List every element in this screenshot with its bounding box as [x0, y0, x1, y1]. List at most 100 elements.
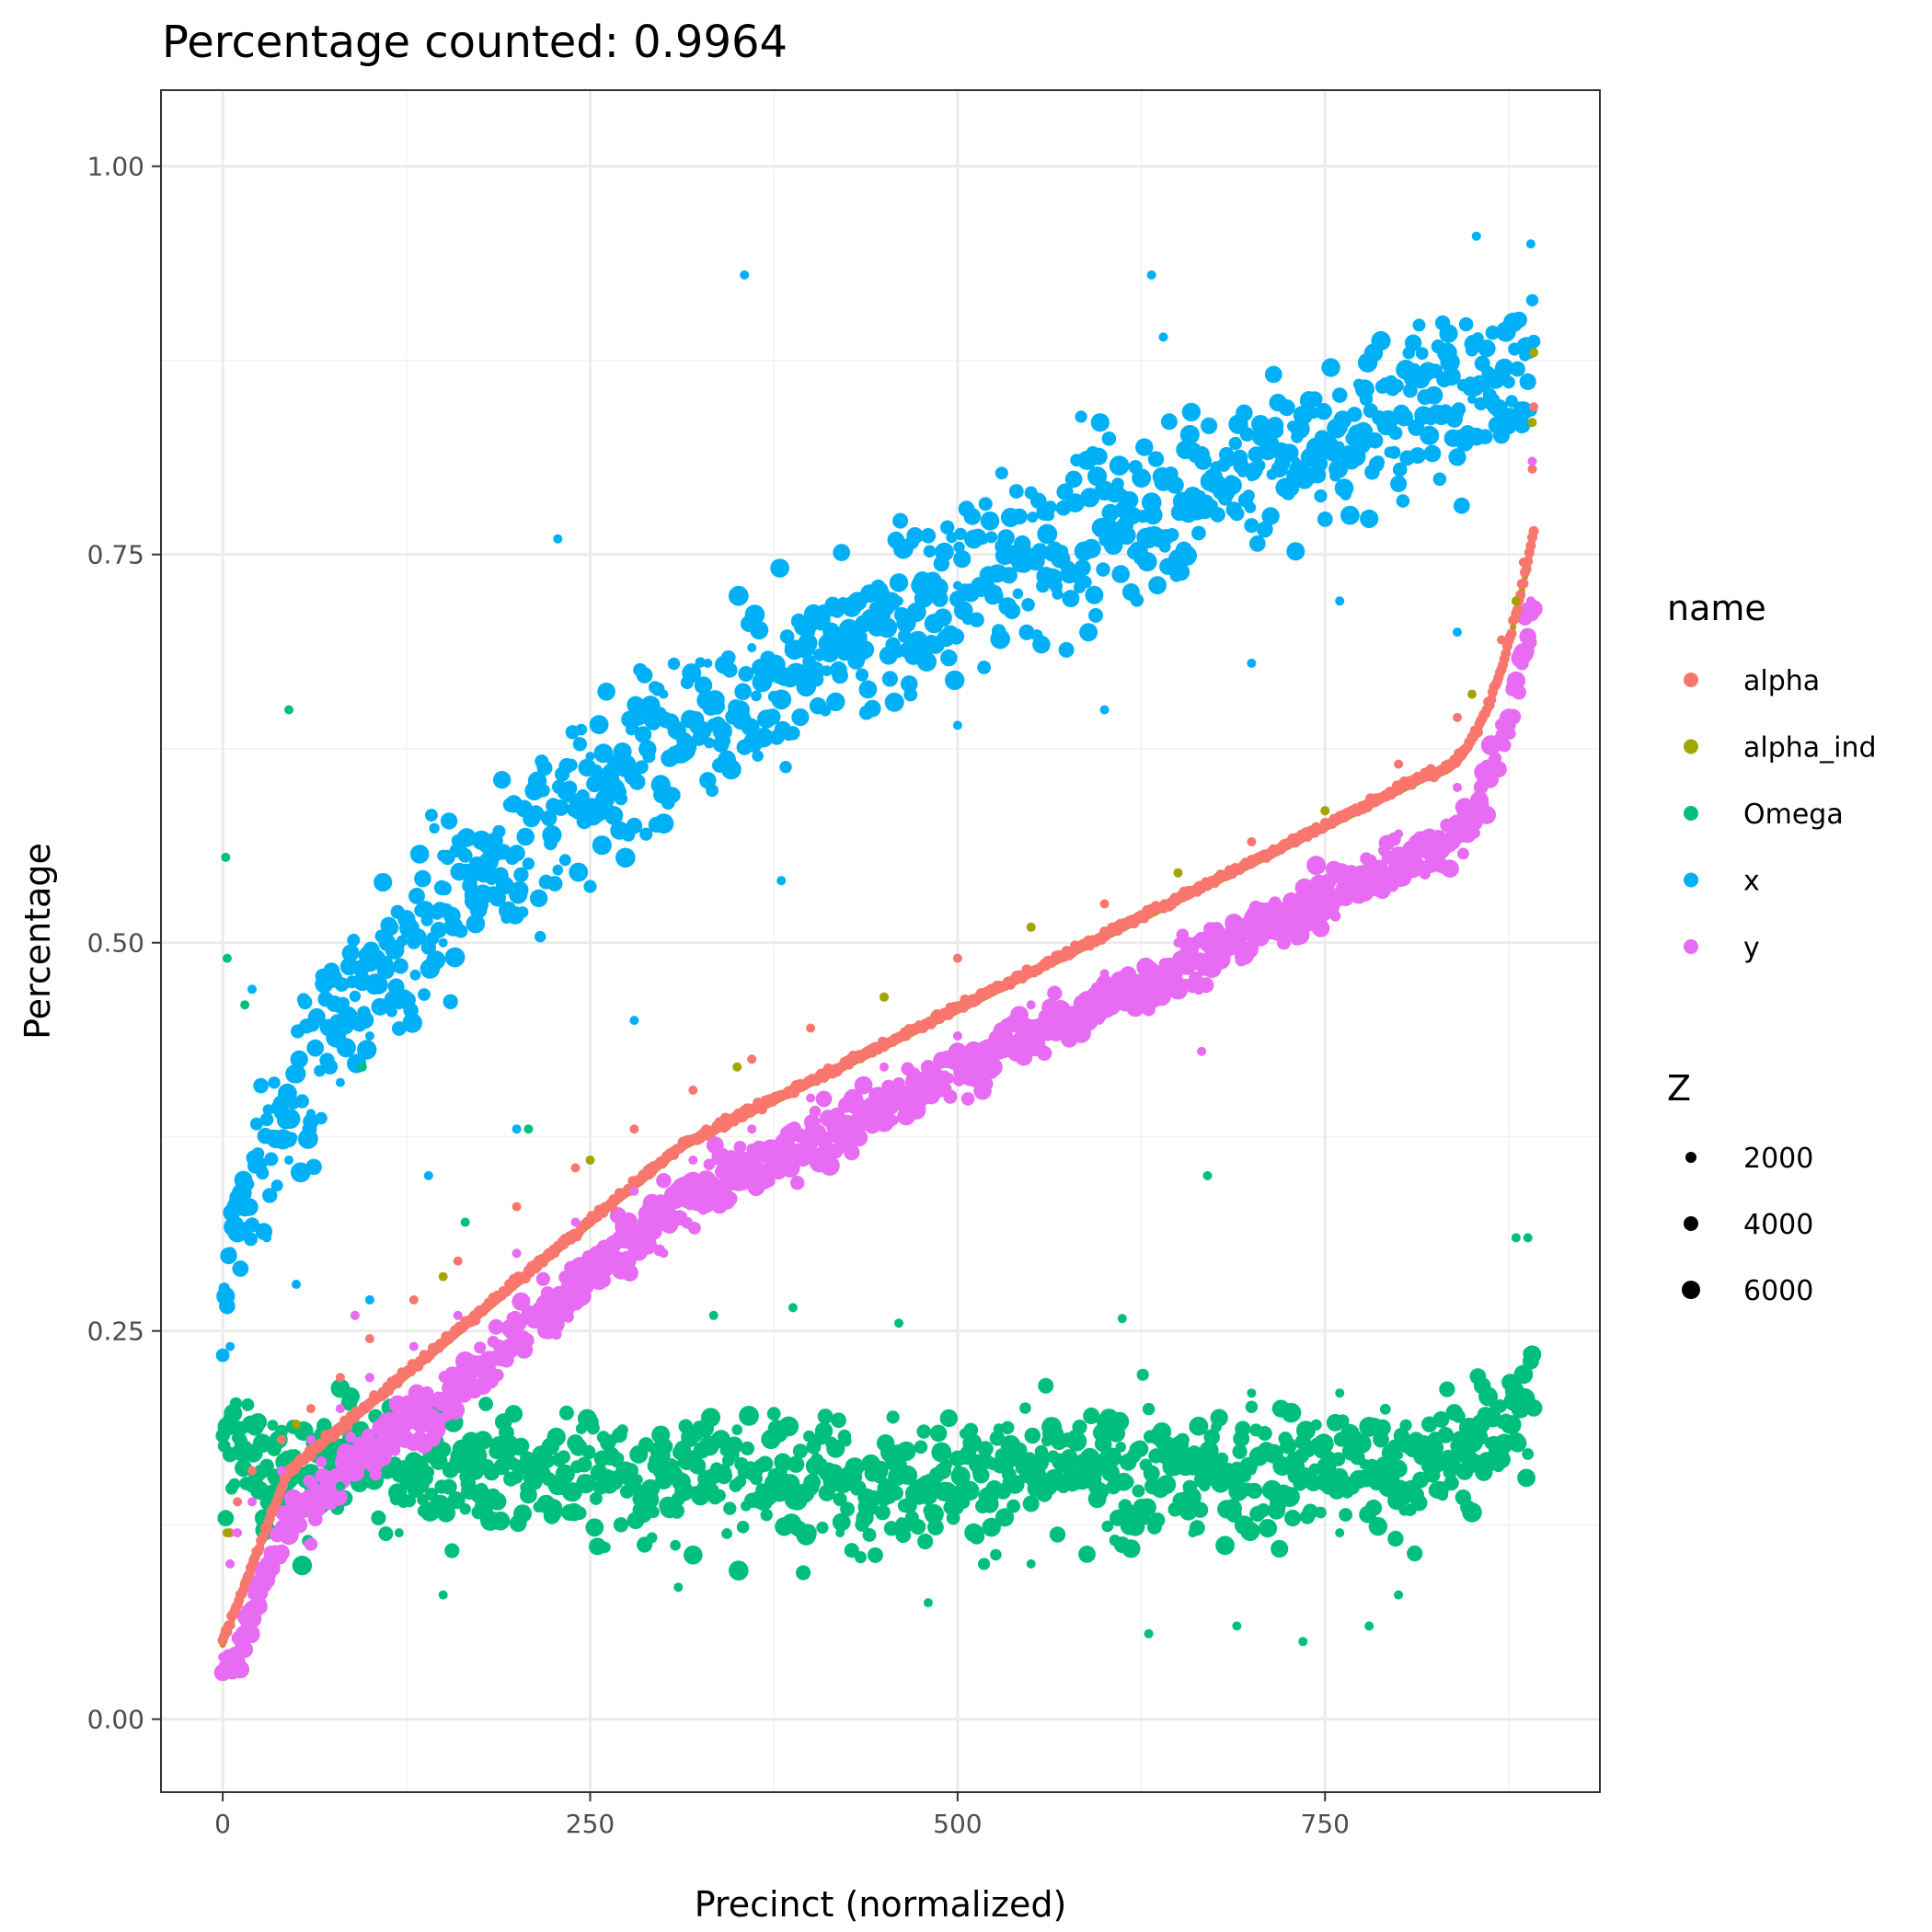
- point-alpha: [1247, 837, 1257, 846]
- point-x: [268, 1076, 281, 1089]
- point-x: [636, 667, 653, 684]
- point-y: [703, 1158, 716, 1170]
- point-y: [659, 1248, 669, 1259]
- point-omega: [441, 1478, 457, 1495]
- point-omega: [335, 1481, 345, 1491]
- point-y: [535, 1271, 551, 1286]
- point-y: [854, 1075, 873, 1095]
- legend-key-alpha: [1684, 673, 1698, 687]
- point-alpha-ind: [1511, 596, 1521, 606]
- point-x: [1158, 332, 1168, 342]
- point-omega: [1011, 1442, 1028, 1458]
- point-x: [420, 914, 433, 926]
- point-x: [306, 1039, 325, 1057]
- point-x: [1335, 441, 1345, 451]
- point-y: [329, 1488, 348, 1506]
- point-alpha: [1518, 578, 1529, 589]
- point-y: [952, 1031, 962, 1041]
- point-x: [1423, 444, 1442, 463]
- point-x: [948, 628, 965, 645]
- point-omega: [674, 1481, 695, 1501]
- point-omega: [1315, 1506, 1327, 1519]
- y-axis-label: Percentage: [17, 843, 58, 1040]
- point-omega: [584, 1448, 596, 1459]
- point-x: [1423, 409, 1433, 420]
- point-x: [634, 726, 652, 743]
- point-x: [1278, 399, 1295, 417]
- point-omega: [1364, 1621, 1374, 1631]
- point-omega: [1000, 1420, 1015, 1435]
- point-omega: [1138, 1498, 1156, 1517]
- point-x: [335, 1077, 345, 1087]
- point-omega: [558, 1405, 574, 1420]
- point-x: [409, 928, 427, 946]
- point-x: [513, 867, 529, 882]
- point-x: [931, 591, 949, 607]
- point-x: [589, 715, 609, 734]
- point-x: [667, 657, 681, 671]
- point-x: [720, 650, 736, 665]
- point-omega: [1351, 1433, 1372, 1454]
- point-x: [1525, 239, 1535, 249]
- point-omega: [1163, 1476, 1176, 1489]
- point-y: [688, 1222, 701, 1235]
- point-omega: [1202, 1170, 1213, 1180]
- point-x: [1032, 635, 1051, 654]
- point-x: [512, 845, 522, 855]
- point-y: [247, 1590, 257, 1600]
- point-x: [1510, 361, 1525, 377]
- point-omega: [478, 1397, 493, 1411]
- point-x: [628, 774, 646, 790]
- point-x: [629, 1016, 639, 1026]
- point-y: [277, 1466, 286, 1476]
- point-omega: [1437, 1427, 1455, 1443]
- point-x: [247, 1202, 257, 1212]
- point-alpha: [247, 1466, 257, 1476]
- point-x: [1314, 489, 1328, 503]
- point-y: [1525, 596, 1535, 606]
- point-omega: [357, 1062, 367, 1072]
- point-omega: [1038, 1377, 1054, 1394]
- point-omega: [1131, 1440, 1149, 1458]
- point-y: [545, 1314, 565, 1334]
- point-omega: [1149, 1512, 1166, 1528]
- point-x: [270, 1179, 283, 1192]
- point-y: [1504, 728, 1516, 740]
- point-y: [512, 1248, 522, 1259]
- point-omega: [835, 1528, 845, 1538]
- point-x: [253, 1077, 269, 1094]
- point-x: [776, 876, 787, 886]
- point-alpha-ind: [292, 1420, 301, 1429]
- point-x: [1392, 462, 1408, 477]
- point-x: [552, 799, 569, 816]
- point-x: [1099, 518, 1110, 528]
- point-omega: [1379, 1403, 1391, 1415]
- point-omega: [1399, 1419, 1412, 1432]
- point-x: [659, 689, 669, 699]
- point-omega: [341, 1387, 360, 1406]
- point-omega: [1439, 1381, 1455, 1397]
- point-omega: [1215, 1535, 1235, 1556]
- point-x: [894, 596, 903, 606]
- point-y: [388, 1444, 401, 1456]
- point-omega: [832, 1512, 851, 1532]
- point-x: [798, 633, 818, 653]
- point-x: [639, 827, 653, 841]
- point-y: [408, 1384, 426, 1402]
- point-alpha: [364, 1334, 374, 1344]
- point-x: [1236, 404, 1253, 422]
- point-x: [977, 661, 991, 674]
- point-x: [1021, 598, 1035, 612]
- point-x: [1452, 402, 1466, 417]
- point-y: [806, 1093, 816, 1103]
- point-omega: [378, 1526, 394, 1542]
- point-y: [655, 1194, 666, 1205]
- point-alpha: [224, 1619, 236, 1630]
- point-x: [414, 869, 431, 888]
- point-x: [1286, 542, 1305, 561]
- point-x: [920, 528, 937, 544]
- point-alpha: [1506, 628, 1517, 639]
